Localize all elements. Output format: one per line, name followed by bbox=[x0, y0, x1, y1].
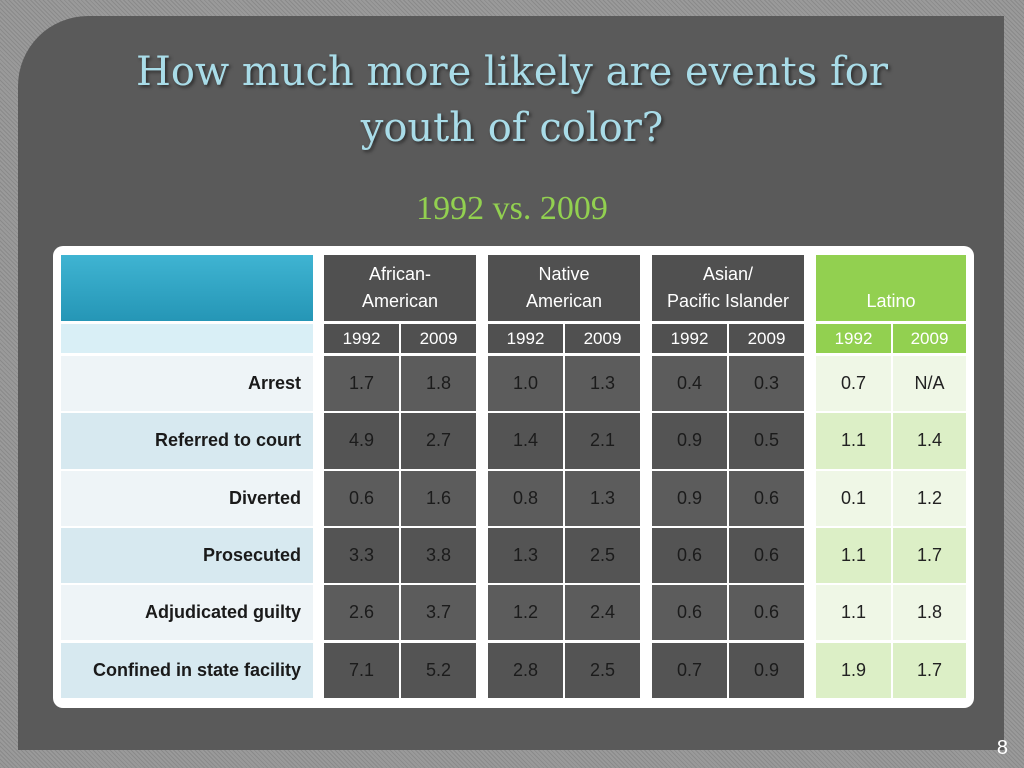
table-cell: 0.6 bbox=[729, 585, 804, 641]
slide-title: How much more likely are events for yout… bbox=[0, 44, 1024, 156]
table-cell: 1.1 bbox=[816, 585, 891, 641]
table-cell: 1.7 bbox=[893, 642, 966, 698]
table-cell: 1.7 bbox=[893, 527, 966, 584]
table-cell: 0.6 bbox=[729, 527, 804, 584]
table-cell: 0.6 bbox=[652, 585, 727, 641]
row-label: Adjudicated guilty bbox=[61, 585, 313, 641]
table-cell: 1.1 bbox=[816, 413, 891, 469]
group-header: Latino bbox=[816, 255, 966, 321]
table-cell: 2.7 bbox=[401, 413, 476, 469]
group-header: Asian/Pacific Islander bbox=[652, 255, 804, 321]
table-cell: 5.2 bbox=[401, 642, 476, 698]
table-cell: 1.2 bbox=[893, 470, 966, 526]
table-cell: 1.4 bbox=[893, 413, 966, 469]
row-label: Referred to court bbox=[61, 413, 313, 469]
header-corner-subcell bbox=[61, 324, 313, 353]
year-header: 1992 bbox=[816, 324, 891, 353]
year-header: 2009 bbox=[729, 324, 804, 353]
table-cell: 1.3 bbox=[565, 470, 640, 526]
title-line-1: How much more likely are events for bbox=[136, 49, 888, 95]
table-cell: 2.6 bbox=[324, 585, 399, 641]
slide-subtitle: 1992 vs. 2009 bbox=[416, 190, 608, 227]
table-cell: 0.8 bbox=[488, 470, 563, 526]
table-cell: 1.2 bbox=[488, 585, 563, 641]
table-cell: 1.1 bbox=[816, 527, 891, 584]
table-cell: 2.5 bbox=[565, 642, 640, 698]
group-header: African- American bbox=[324, 255, 476, 321]
table-cell: 2.4 bbox=[565, 585, 640, 641]
table-cell: 0.9 bbox=[652, 413, 727, 469]
header-corner-cell bbox=[61, 255, 313, 321]
table-cell: 2.8 bbox=[488, 642, 563, 698]
table-cell: 0.6 bbox=[729, 470, 804, 526]
group-header-line-2: American bbox=[525, 291, 603, 311]
group-header: Native American bbox=[488, 255, 640, 321]
table-cell: 3.3 bbox=[324, 527, 399, 584]
group-header-line-1: African- bbox=[368, 264, 431, 284]
table-cell: 1.3 bbox=[488, 527, 563, 584]
row-label: Confined in state facility bbox=[61, 642, 313, 698]
year-header: 2009 bbox=[565, 324, 640, 353]
table-cell: 7.1 bbox=[324, 642, 399, 698]
table-cell: 1.7 bbox=[324, 356, 399, 412]
year-header: 2009 bbox=[893, 324, 966, 353]
table-cell: 1.8 bbox=[401, 356, 476, 412]
row-label: Prosecuted bbox=[61, 527, 313, 584]
table-cell: 1.3 bbox=[565, 356, 640, 412]
table-cell: 3.7 bbox=[401, 585, 476, 641]
table-cell: 0.1 bbox=[816, 470, 891, 526]
table-cell: 1.4 bbox=[488, 413, 563, 469]
table-cell: 0.9 bbox=[652, 470, 727, 526]
row-label: Diverted bbox=[61, 470, 313, 526]
table-cell: N/A bbox=[893, 356, 966, 412]
year-header: 2009 bbox=[401, 324, 476, 353]
table-cell: 1.6 bbox=[401, 470, 476, 526]
table-cell: 1.9 bbox=[816, 642, 891, 698]
table-cell: 0.6 bbox=[652, 527, 727, 584]
table-cell: 2.5 bbox=[565, 527, 640, 584]
table-cell: 1.8 bbox=[893, 585, 966, 641]
table-cell: 0.4 bbox=[652, 356, 727, 412]
year-header: 1992 bbox=[652, 324, 727, 353]
table-cell: 3.8 bbox=[401, 527, 476, 584]
table-cell: 0.9 bbox=[729, 642, 804, 698]
table-cell: 0.6 bbox=[324, 470, 399, 526]
year-header: 1992 bbox=[324, 324, 399, 353]
table-cell: 0.7 bbox=[816, 356, 891, 412]
table-cell: 0.5 bbox=[729, 413, 804, 469]
group-header-line-2: Latino bbox=[866, 291, 916, 311]
table-cell: 1.0 bbox=[488, 356, 563, 412]
table-cell: 4.9 bbox=[324, 413, 399, 469]
table-cell: 0.3 bbox=[729, 356, 804, 412]
group-header-line-1: Native bbox=[538, 264, 590, 284]
table-cell: 2.1 bbox=[565, 413, 640, 469]
group-header-line-1: Asian/ bbox=[702, 264, 754, 284]
year-header: 1992 bbox=[488, 324, 563, 353]
row-label: Arrest bbox=[61, 356, 313, 412]
group-header-line-2: American bbox=[361, 291, 439, 311]
table-cell: 0.7 bbox=[652, 642, 727, 698]
title-line-2: youth of color? bbox=[360, 105, 664, 151]
group-header-line-2: Pacific Islander bbox=[666, 291, 790, 311]
page-number: 8 bbox=[996, 737, 1008, 759]
